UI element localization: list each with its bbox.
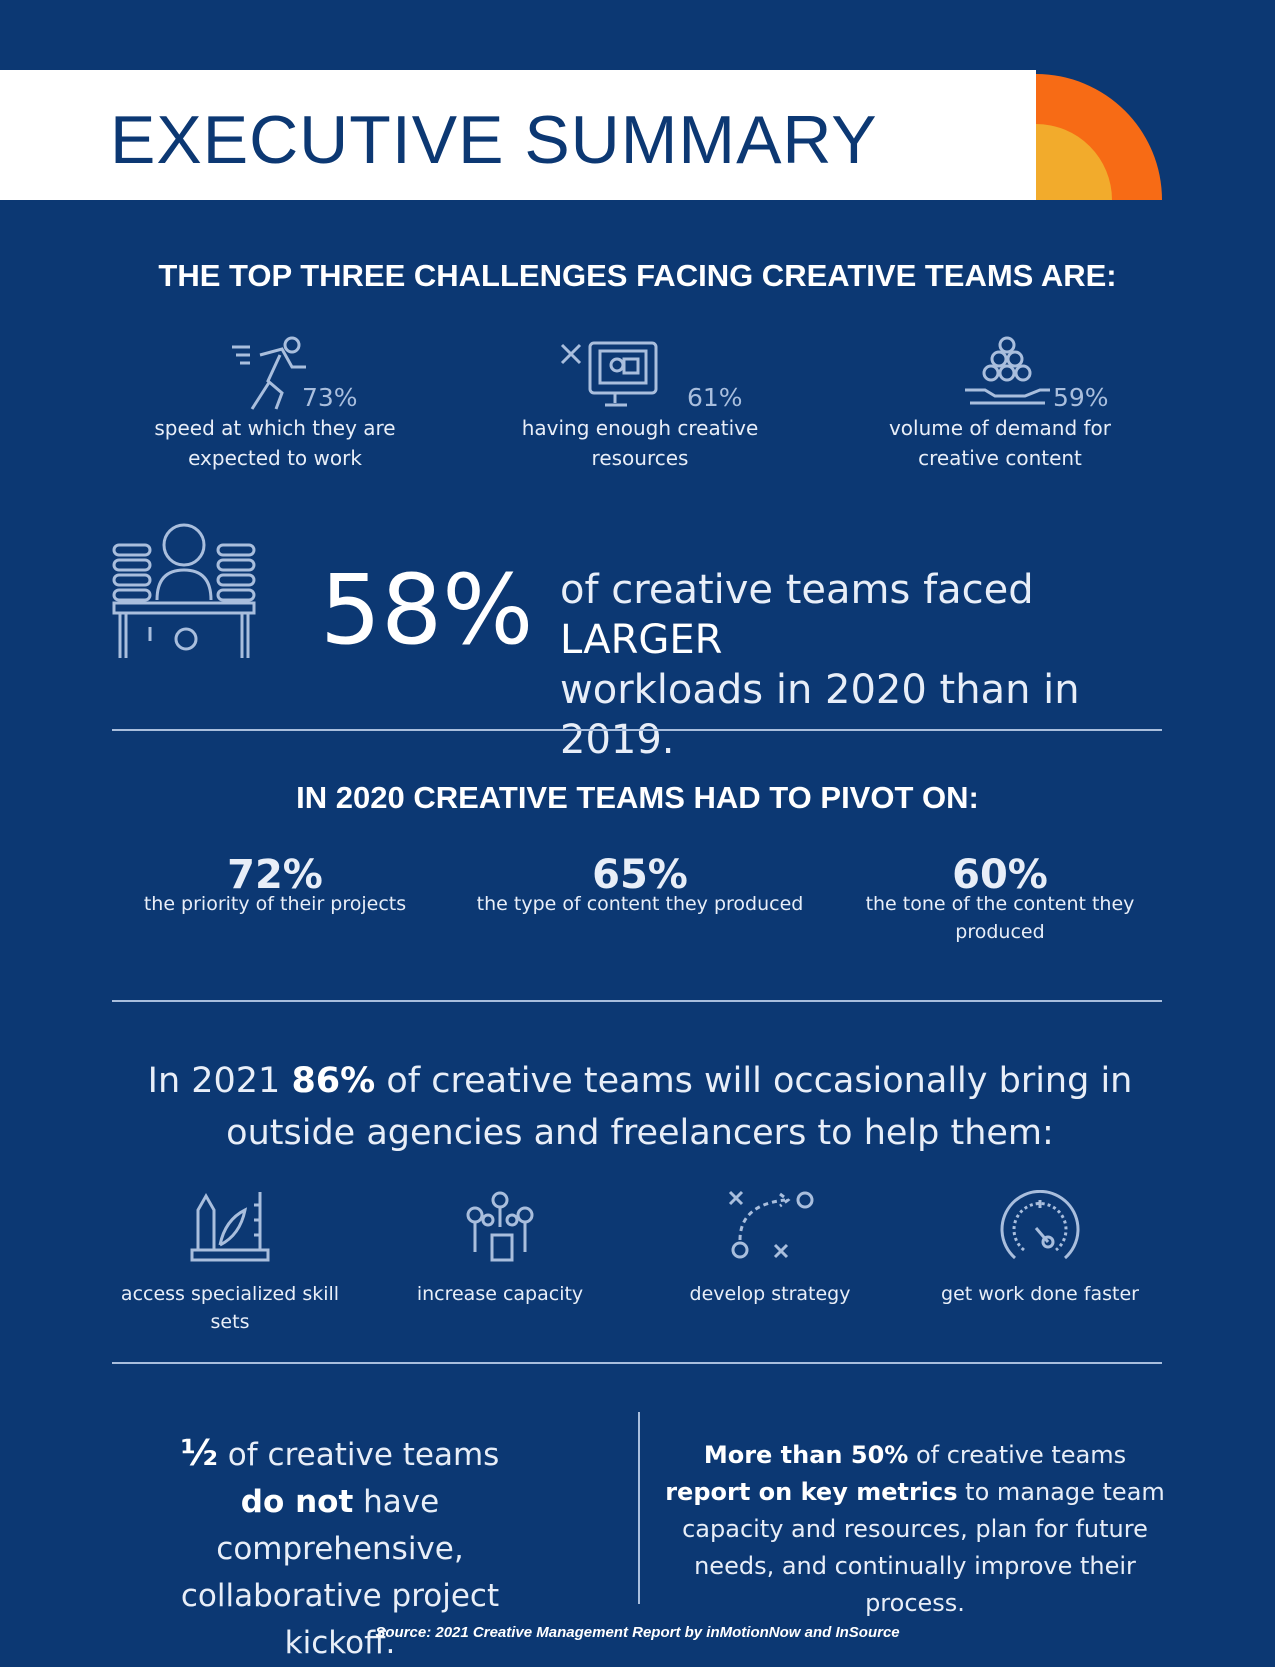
challenge-pct: 73% <box>302 383 358 412</box>
metrics-text: More than 50% of creative teams report o… <box>665 1441 1165 1617</box>
workload-text: of creative teams faced LARGER workloads … <box>560 567 1080 763</box>
outside-item: get work done faster <box>920 1189 1160 1308</box>
challenge-label: having enough creative resources <box>521 416 759 470</box>
challenge-item: 61% having enough creative resources <box>490 335 790 473</box>
outside-item: develop strategy <box>650 1190 890 1308</box>
challenge-pct: 61% <box>687 383 743 412</box>
design-tools-icon <box>190 1192 270 1262</box>
outside-item: access specialized skill sets <box>100 1190 360 1336</box>
outside-item: increase capacity <box>380 1190 620 1308</box>
vertical-divider <box>638 1412 640 1604</box>
title-band <box>0 70 1036 200</box>
pivot-item: 72% the priority of their projects <box>143 852 407 915</box>
workload-pct: 58% <box>320 554 534 666</box>
pivot-heading: IN 2020 CREATIVE TEAMS HAD TO PIVOT ON: <box>296 780 979 815</box>
challenge-label: speed at which they are expected to work <box>154 416 396 470</box>
pivot-item: 60% the tone of the content they produced <box>865 852 1135 943</box>
hand-network-icon <box>466 1191 534 1262</box>
strategy-icon <box>728 1190 814 1259</box>
challenges-heading: THE TOP THREE CHALLENGES FACING CREATIVE… <box>158 258 1117 293</box>
source-note: Source: 2021 Creative Management Report … <box>375 1624 900 1641</box>
challenge-pct: 59% <box>1053 383 1109 412</box>
outside-text: In 2021 86% of creative teams will occas… <box>147 1061 1133 1153</box>
page-title: EXECUTIVE SUMMARY <box>110 102 878 178</box>
challenge-item: 73% speed at which they are expected to … <box>125 335 425 473</box>
challenge-item: 59% volume of demand for creative conten… <box>850 335 1150 473</box>
speedometer-icon <box>1000 1189 1080 1260</box>
arc-decoration <box>1036 74 1162 200</box>
running-person-icon <box>232 336 306 410</box>
challenge-label: volume of demand for creative content <box>888 416 1112 470</box>
divider <box>112 1362 1162 1364</box>
divider <box>112 1000 1162 1002</box>
hand-with-balls-icon <box>965 336 1050 405</box>
kickoff-text: ½ of creative teams do not have comprehen… <box>180 1433 500 1661</box>
divider <box>112 729 1162 731</box>
person-at-desk-icon <box>112 523 256 658</box>
monitor-icon <box>560 341 658 407</box>
pivot-item: 65% the type of content they produced <box>476 852 804 915</box>
